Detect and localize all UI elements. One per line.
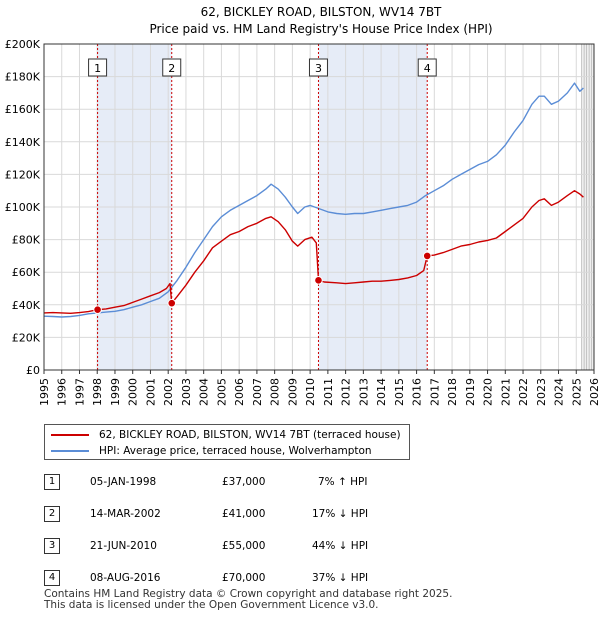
y-tick-label: £100K [5, 201, 41, 214]
x-tick-label: 2026 [588, 378, 600, 406]
y-tick-label: £60K [12, 266, 41, 279]
chart-subtitle: Price paid vs. HM Land Registry's House … [149, 22, 492, 36]
sale-date: 05-JAN-1998 [90, 476, 157, 488]
chart-title: 62, BICKLEY ROAD, BILSTON, WV14 7BT [201, 5, 442, 19]
x-tick-label: 2008 [269, 378, 282, 406]
x-tick-label: 2007 [251, 378, 264, 406]
x-tick-label: 1998 [91, 378, 104, 406]
x-tick-label: 2012 [340, 378, 353, 406]
x-tick-label: 1996 [56, 378, 69, 406]
x-tick-label: 2024 [553, 378, 566, 406]
x-tick-label: 2021 [499, 378, 512, 406]
sale-date: 21-JUN-2010 [90, 540, 157, 552]
x-tick-label: 2000 [127, 378, 140, 406]
series-line-hpi [43, 82, 584, 318]
sale-point [93, 305, 102, 314]
legend-item-hpi: HPI: Average price, terraced house, Wolv… [45, 443, 372, 459]
table-row: 1 05-JAN-1998 £37,000 7% ↑ HPI [44, 474, 444, 492]
x-tick-label: 2002 [162, 378, 175, 406]
y-tick-label: £80K [12, 234, 41, 247]
table-row: 3 21-JUN-2010 £55,000 44% ↓ HPI [44, 538, 444, 556]
y-tick-label: £180K [5, 71, 41, 84]
plot-area [43, 43, 595, 371]
x-tick-label: 2005 [215, 378, 228, 406]
sale-marker-box [88, 58, 108, 77]
sale-number-badge: 2 [44, 506, 60, 522]
x-tick-label: 2025 [570, 378, 583, 406]
sale-marker-number: 3 [315, 62, 322, 75]
sale-marker-box [417, 58, 437, 77]
legend-swatch-property [51, 434, 89, 436]
x-tick-label: 2011 [322, 378, 335, 406]
x-tick-label: 2003 [180, 378, 193, 406]
x-tick-label: 2016 [411, 378, 424, 406]
x-tick-label: 2017 [428, 378, 441, 406]
table-row: 4 08-AUG-2016 £70,000 37% ↓ HPI [44, 570, 444, 588]
x-tick-label: 2010 [304, 378, 317, 406]
x-tick-label: 1995 [38, 378, 51, 406]
sale-number-badge: 4 [44, 570, 60, 586]
legend-item-property: 62, BICKLEY ROAD, BILSTON, WV14 7BT (ter… [45, 427, 401, 443]
sale-marker-number: 4 [424, 62, 431, 75]
x-tick-label: 2020 [482, 378, 495, 406]
sale-number-badge: 1 [44, 474, 60, 490]
x-tick-label: 2006 [233, 378, 246, 406]
sale-point [422, 251, 432, 261]
legend: 62, BICKLEY ROAD, BILSTON, WV14 7BT (ter… [44, 424, 410, 460]
x-tick-label: 2015 [393, 378, 406, 406]
x-tick-label: 2014 [375, 378, 388, 406]
sale-hpi-delta: 7% ↑ HPI [318, 476, 368, 488]
y-tick-label: £140K [5, 136, 41, 149]
x-tick-label: 2013 [357, 378, 370, 406]
y-tick-label: £120K [5, 168, 41, 181]
x-tick-label: 2022 [517, 378, 530, 406]
sale-price: £37,000 [222, 476, 266, 488]
legend-label-hpi: HPI: Average price, terraced house, Wolv… [99, 445, 372, 457]
sale-price: £70,000 [222, 572, 266, 584]
series-line-property [43, 190, 584, 314]
x-tick-label: 2019 [464, 378, 477, 406]
y-tick-label: £40K [12, 299, 41, 312]
sale-point [314, 276, 323, 285]
sale-marker-box [162, 58, 182, 77]
sale-marker-number: 1 [94, 62, 101, 75]
footer: Contains HM Land Registry data © Crown c… [44, 589, 452, 611]
footer-licence: This data is licensed under the Open Gov… [44, 599, 379, 611]
x-tick-label: 2009 [286, 378, 299, 406]
price-chart: 62, BICKLEY ROAD, BILSTON, WV14 7BT Pric… [5, 5, 600, 406]
sale-hpi-delta: 44% ↓ HPI [312, 540, 369, 552]
sale-point [167, 298, 177, 308]
y-tick-label: £20K [12, 331, 41, 344]
sale-price: £55,000 [222, 540, 266, 552]
table-row: 2 14-MAR-2002 £41,000 17% ↓ HPI [44, 506, 444, 524]
x-tick-label: 1997 [73, 378, 86, 406]
sale-marker-number: 2 [168, 62, 175, 75]
y-tick-label: £200K [5, 38, 41, 51]
x-tick-label: 2023 [535, 378, 548, 406]
sale-date: 08-AUG-2016 [90, 572, 161, 584]
x-tick-label: 1999 [109, 378, 122, 406]
x-tick-label: 2018 [446, 378, 459, 406]
x-tick-label: 2001 [144, 378, 157, 406]
sale-marker-box [308, 58, 328, 77]
legend-label-property: 62, BICKLEY ROAD, BILSTON, WV14 7BT (ter… [99, 429, 401, 441]
y-tick-label: £160K [5, 103, 41, 116]
sale-price: £41,000 [222, 508, 266, 520]
legend-swatch-hpi [51, 450, 89, 452]
sale-date: 14-MAR-2002 [90, 508, 161, 520]
footer-copyright: Contains HM Land Registry data © Crown c… [44, 588, 453, 600]
y-tick-label: £0 [26, 364, 40, 377]
sale-hpi-delta: 37% ↓ HPI [312, 572, 369, 584]
sale-number-badge: 3 [44, 538, 60, 554]
x-tick-label: 2004 [198, 378, 211, 406]
sale-hpi-delta: 17% ↓ HPI [312, 508, 369, 520]
